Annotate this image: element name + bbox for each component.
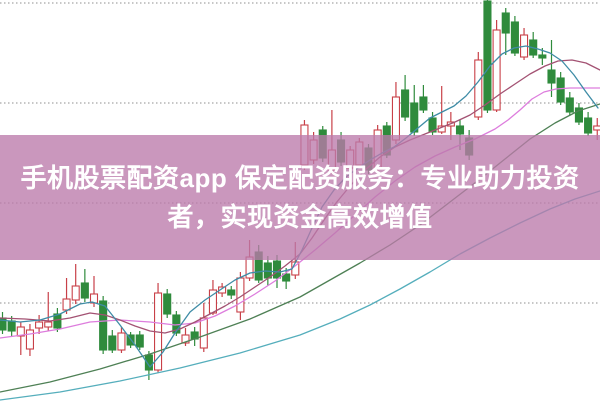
banner-title-line-2: 者，实现资金高效增值: [167, 201, 433, 232]
title-banner: 手机股票配资app 保定配资服务：专业助力投资 者，实现资金高效增值: [0, 135, 600, 260]
banner-title-line-1: 手机股票配资app 保定配资服务：专业助力投资: [20, 162, 580, 193]
